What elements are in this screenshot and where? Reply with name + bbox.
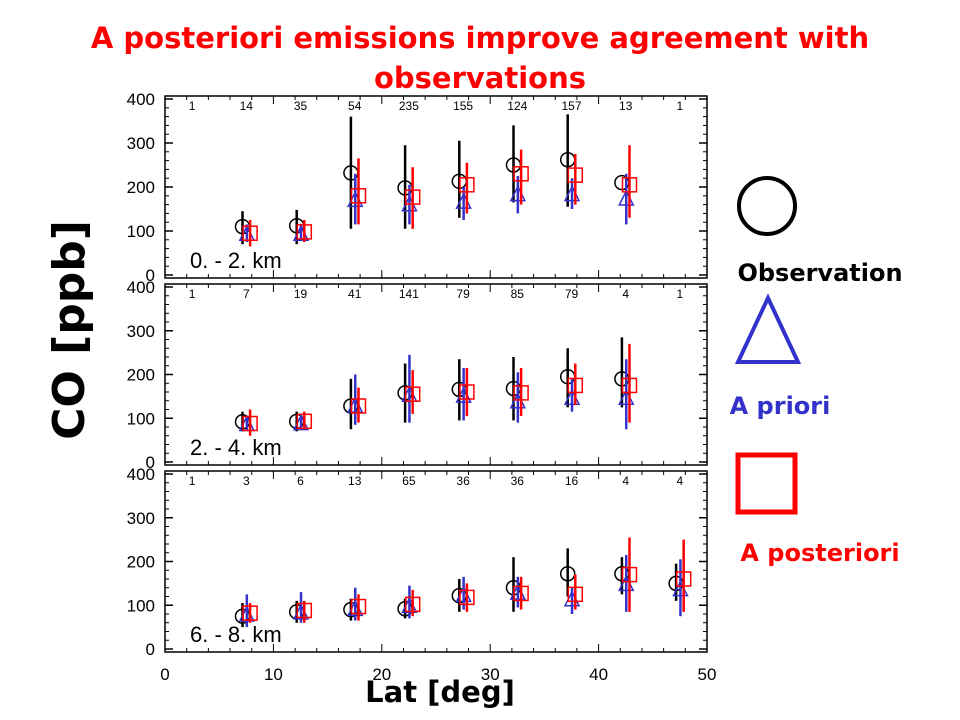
count-label: 54 xyxy=(348,99,362,113)
series-a-posteriori xyxy=(242,537,692,623)
count-label: 3 xyxy=(243,474,250,488)
a-posteriori-point xyxy=(567,377,584,394)
a-posteriori-point xyxy=(242,605,258,621)
count-label: 157 xyxy=(561,99,581,113)
a-posteriori-point xyxy=(567,167,584,183)
y-tick-label: 400 xyxy=(127,465,155,484)
legend-observation-label: Observation xyxy=(737,259,903,287)
y-tick-label: 300 xyxy=(127,322,155,341)
count-label: 35 xyxy=(294,99,308,113)
y-tick-label: 100 xyxy=(127,596,155,615)
count-label: 14 xyxy=(240,99,254,113)
observation-point xyxy=(559,566,576,582)
a-posteriori-point xyxy=(513,385,529,401)
y-tick-label: 100 xyxy=(127,409,155,428)
a-posteriori-point xyxy=(350,598,367,615)
count-label: 19 xyxy=(294,287,308,301)
count-label: 7 xyxy=(243,287,250,301)
a-posteriori-point xyxy=(404,596,421,613)
x-tick-label: 50 xyxy=(698,665,717,684)
y-tick-label: 200 xyxy=(127,178,155,197)
series-a-posteriori xyxy=(242,343,638,436)
count-label: 16 xyxy=(565,474,579,488)
y-tick-label: 100 xyxy=(127,222,155,241)
x-tick-label: 20 xyxy=(372,665,391,684)
a-posteriori-point xyxy=(621,377,638,394)
a-posteriori-point xyxy=(675,571,692,587)
y-tick-label: 0 xyxy=(146,266,155,285)
count-label: 41 xyxy=(348,287,362,301)
a-posteriori-point xyxy=(621,177,638,193)
panel-1: 0 100 200 300 400 1 14 35 54 235 155 124 157 13 1 0. - … xyxy=(127,90,708,285)
legend-a-priori-label: A priori xyxy=(729,392,831,420)
count-label: 13 xyxy=(619,99,633,113)
a-posteriori-point xyxy=(404,386,421,402)
y-tick-label: 0 xyxy=(146,453,155,472)
count-label: 124 xyxy=(507,99,527,113)
count-label: 65 xyxy=(402,474,416,488)
count-label: 36 xyxy=(456,474,470,488)
altitude-label: 2. - 4. km xyxy=(190,435,282,460)
a-posteriori-point xyxy=(459,589,475,606)
count-label: 141 xyxy=(399,287,419,301)
a-posteriori-point xyxy=(242,415,258,432)
y-tick-label: 400 xyxy=(127,278,155,297)
x-tick-label: 0 xyxy=(160,665,169,684)
count-label: 1 xyxy=(189,474,196,488)
a-posteriori-point xyxy=(567,586,584,603)
a-posteriori-point xyxy=(350,188,367,204)
x-axis-label: Lat [deg] xyxy=(365,675,515,709)
count-label: 4 xyxy=(622,474,629,488)
x-tick-label: 40 xyxy=(589,665,608,684)
count-label: 1 xyxy=(677,287,684,301)
series-observation xyxy=(234,548,684,628)
a-posteriori-point xyxy=(459,177,475,193)
a-posteriori-point xyxy=(296,224,313,240)
count-label: 235 xyxy=(399,99,419,113)
a-posteriori-point xyxy=(513,166,529,182)
x-tick-label: 10 xyxy=(264,665,283,684)
count-label: 1 xyxy=(677,99,684,113)
a-posteriori-point xyxy=(242,225,258,241)
count-label: 79 xyxy=(456,287,470,301)
count-label: 36 xyxy=(511,474,525,488)
a-posteriori-point xyxy=(459,384,475,400)
y-tick-label: 400 xyxy=(127,90,155,109)
count-label: 1 xyxy=(189,287,196,301)
a-posteriori-point xyxy=(404,189,421,205)
a-posteriori-point xyxy=(296,413,313,430)
a-posteriori-point xyxy=(296,602,313,619)
x-tick-label: 30 xyxy=(481,665,500,684)
a-posteriori-point xyxy=(513,585,529,602)
y-tick-label: 0 xyxy=(146,640,155,659)
y-tick-label: 300 xyxy=(127,134,155,153)
a-posteriori-point xyxy=(621,566,638,583)
y-tick-label: 200 xyxy=(127,553,155,572)
series-a-posteriori xyxy=(242,145,638,247)
count-label: 13 xyxy=(348,474,362,488)
count-label: 79 xyxy=(565,287,579,301)
y-axis-label: CO [ppb] xyxy=(44,220,95,440)
slide-title: A posteriori emissions improve agreement… xyxy=(90,21,870,95)
altitude-label: 6. - 8. km xyxy=(190,622,282,647)
count-label: 4 xyxy=(677,474,684,488)
a-posteriori-point xyxy=(350,398,367,414)
y-tick-label: 200 xyxy=(127,366,155,385)
y-tick-label: 300 xyxy=(127,509,155,528)
legend-a-posteriori-label: A posteriori xyxy=(740,539,900,567)
count-label: 155 xyxy=(453,99,473,113)
count-label: 85 xyxy=(511,287,525,301)
count-label: 1 xyxy=(189,99,196,113)
series-observation xyxy=(234,337,630,432)
series-observation xyxy=(234,114,630,245)
count-label: 6 xyxy=(297,474,304,488)
count-label: 4 xyxy=(622,287,629,301)
altitude-label: 0. - 2. km xyxy=(190,248,282,273)
